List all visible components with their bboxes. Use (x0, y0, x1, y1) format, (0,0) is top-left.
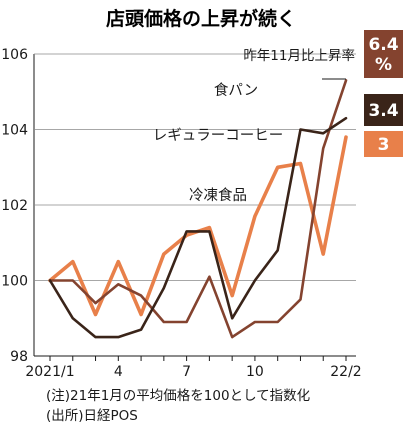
note-line-1: (注)21年1月の平均価格を100として指数化 (46, 388, 310, 404)
series-lines (48, 79, 348, 339)
series-line (48, 79, 348, 339)
series-label: レギュラーコーヒー (153, 127, 284, 144)
x-tick-label: 22/2 (330, 364, 361, 380)
y-tick-label: 98 (10, 349, 28, 365)
y-tick-label: 104 (1, 123, 28, 139)
value-badge-label: % (375, 55, 392, 75)
series-line (48, 116, 348, 339)
y-tick-label: 102 (1, 198, 28, 214)
grid (34, 53, 356, 281)
chart-subtitle: 昨年11月比上昇率 (243, 47, 355, 64)
y-tick-label: 106 (1, 47, 28, 63)
value-badge-label: 3.4 (368, 101, 398, 121)
y-axis: 98 100 102 104 106 (1, 47, 28, 365)
chart-title: 店頭価格の上昇が続く (106, 7, 296, 30)
value-badge-label: 6.4 (368, 35, 398, 55)
value-badges: 6.4% 3.4 3 (364, 30, 403, 157)
series-label: 食パン (214, 82, 258, 99)
x-tick-label: 4 (114, 364, 123, 380)
value-badge (364, 30, 403, 78)
value-badge-label: 3 (378, 135, 390, 155)
value-badge (364, 131, 403, 157)
x-tick-label: 7 (182, 364, 191, 380)
note-line-2: (出所)日経POS (46, 408, 138, 424)
value-badge (364, 94, 403, 126)
x-tick-label: 10 (246, 364, 264, 380)
series-label: 冷凍食品 (189, 187, 247, 204)
x-axis: 2021/1 4 7 10 22/2 (25, 356, 362, 380)
x-tick-label: 2021/1 (25, 364, 74, 380)
y-tick-label: 100 (1, 274, 28, 290)
